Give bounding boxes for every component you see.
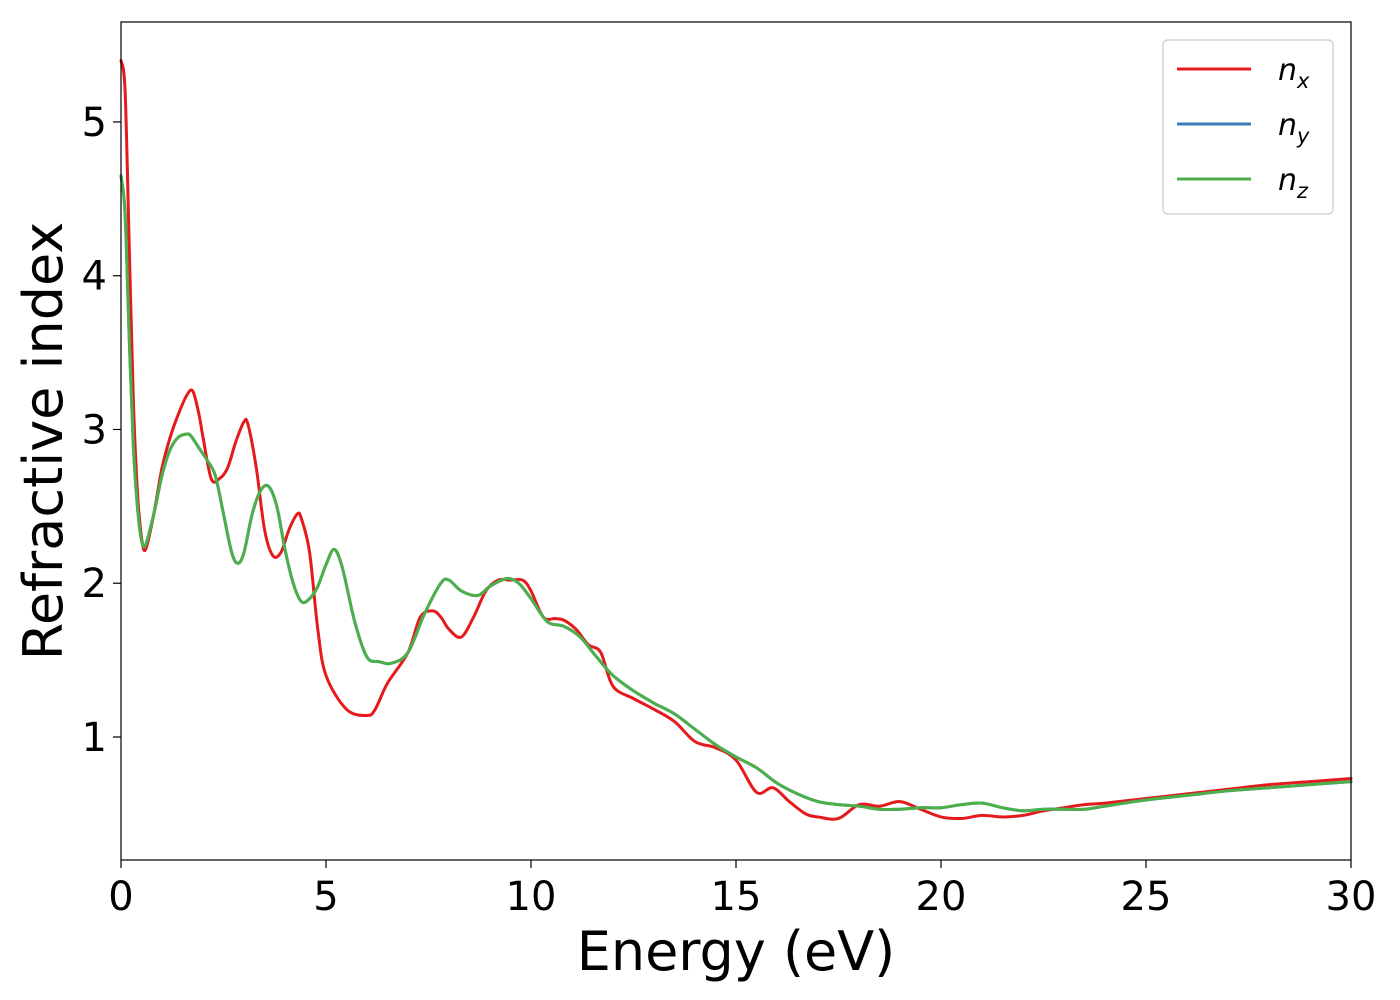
legend-label-z: nz xyxy=(1278,163,1309,203)
series-line-x xyxy=(119,58,1353,821)
series-lines xyxy=(119,58,1353,821)
y-axis-label: Refractive index xyxy=(12,222,75,661)
legend-label-x: nx xyxy=(1278,53,1310,93)
x-tick-label: 10 xyxy=(506,874,557,920)
x-axis-label: Energy (eV) xyxy=(577,920,896,983)
legend-box xyxy=(1162,39,1334,215)
x-tick-label: 5 xyxy=(313,874,338,920)
legend-label-y: ny xyxy=(1278,108,1310,148)
x-axis-ticks: 0 5 10 15 20 25 30 xyxy=(108,860,1376,920)
y-tick-label: 3 xyxy=(82,407,107,453)
x-tick-label: 15 xyxy=(711,874,762,920)
x-tick-label: 0 xyxy=(108,874,133,920)
x-tick-label: 20 xyxy=(916,874,967,920)
series-line-y xyxy=(119,174,1353,813)
y-tick-label: 5 xyxy=(82,100,107,146)
x-tick-label: 25 xyxy=(1121,874,1172,920)
y-tick-label: 4 xyxy=(82,254,107,300)
y-tick-label: 1 xyxy=(82,715,107,761)
x-tick-label: 30 xyxy=(1326,874,1377,920)
y-tick-label: 2 xyxy=(82,561,107,607)
series-line-z xyxy=(119,174,1353,813)
y-axis-ticks: 1 2 3 4 5 xyxy=(82,100,121,761)
legend: nx ny nz xyxy=(1162,39,1334,215)
